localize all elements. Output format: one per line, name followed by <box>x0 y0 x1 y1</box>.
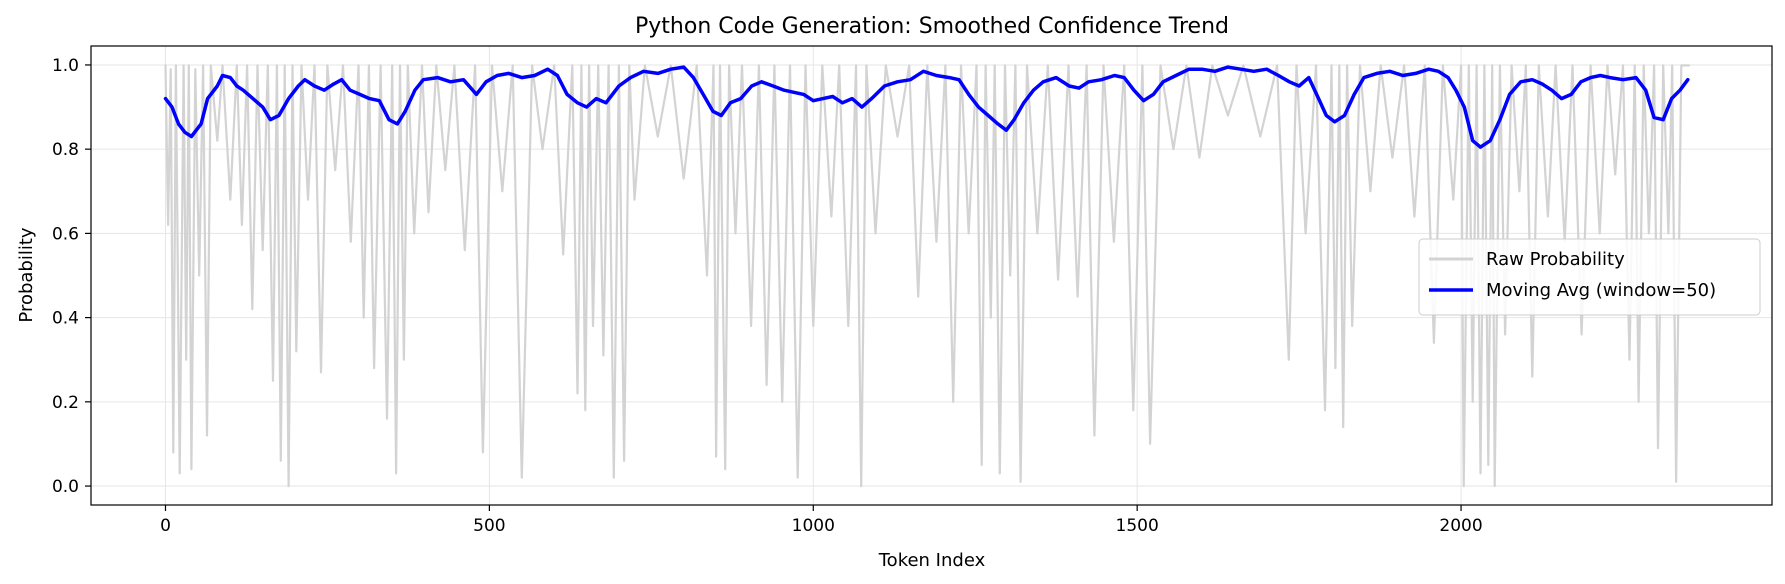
tick-layer: 0 500 1000 1500 2000 0.0 0.2 0.4 0.6 0.8 1.0 <box>52 56 1483 536</box>
y-tick-label: 0.0 <box>52 477 79 497</box>
moving-average-line <box>163 65 1690 149</box>
y-tick-label: 0.4 <box>52 309 79 329</box>
y-axis-label: Probability <box>16 227 37 322</box>
series-layer <box>163 64 1691 488</box>
x-tick-label: 1500 <box>1116 516 1159 536</box>
legend-label-raw: Raw Probability <box>1486 249 1625 270</box>
x-tick-label: 1000 <box>792 516 835 536</box>
y-tick-label: 0.8 <box>52 140 79 160</box>
x-tick-label: 0 <box>160 516 171 536</box>
x-tick-label: 2000 <box>1439 516 1482 536</box>
raw-probability-line <box>164 64 1691 488</box>
x-tick-label: 500 <box>473 516 505 536</box>
legend-box <box>1418 238 1761 316</box>
y-tick-label: 1.0 <box>52 56 79 76</box>
legend-label-avg: Moving Avg (window=50) <box>1486 280 1716 301</box>
y-tick-label: 0.2 <box>52 393 79 413</box>
plot-frame <box>90 45 1773 506</box>
legend: Raw Probability Moving Avg (window=50) <box>1418 238 1761 316</box>
y-tick-label: 0.6 <box>52 224 79 244</box>
chart-title: Python Code Generation: Smoothed Confide… <box>635 14 1229 39</box>
x-axis-label: Token Index <box>878 550 986 571</box>
